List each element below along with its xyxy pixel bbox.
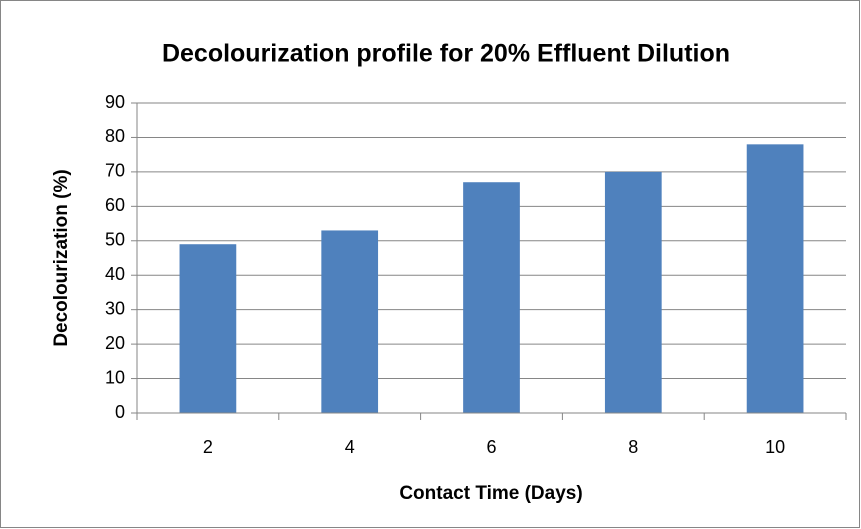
x-tick-label: 2 [203,437,213,457]
x-axis-label: Contact Time (Days) [399,483,582,504]
y-tick-label: 40 [105,264,125,284]
x-tick-label: 8 [628,437,638,457]
y-tick-label: 20 [105,333,125,353]
y-tick-label: 0 [115,402,125,422]
bar [463,182,520,413]
chart-title: Decolourization profile for 20% Effluent… [162,40,730,68]
bar [321,230,379,413]
y-tick-label: 50 [105,230,125,250]
y-axis-label: Decolourization (%) [51,169,72,346]
bar [604,171,662,413]
x-tick-label: 4 [345,437,355,457]
bar [179,244,237,413]
y-tick-label: 70 [105,161,125,181]
x-tick-label: 10 [765,437,785,457]
y-tick-label: 30 [105,298,125,318]
y-tick-label: 90 [105,92,125,112]
x-tick-label: 6 [486,437,496,457]
y-tick-label: 10 [105,367,125,387]
bar [746,144,804,414]
y-tick-label: 80 [105,126,125,146]
y-tick-label: 60 [105,195,125,215]
